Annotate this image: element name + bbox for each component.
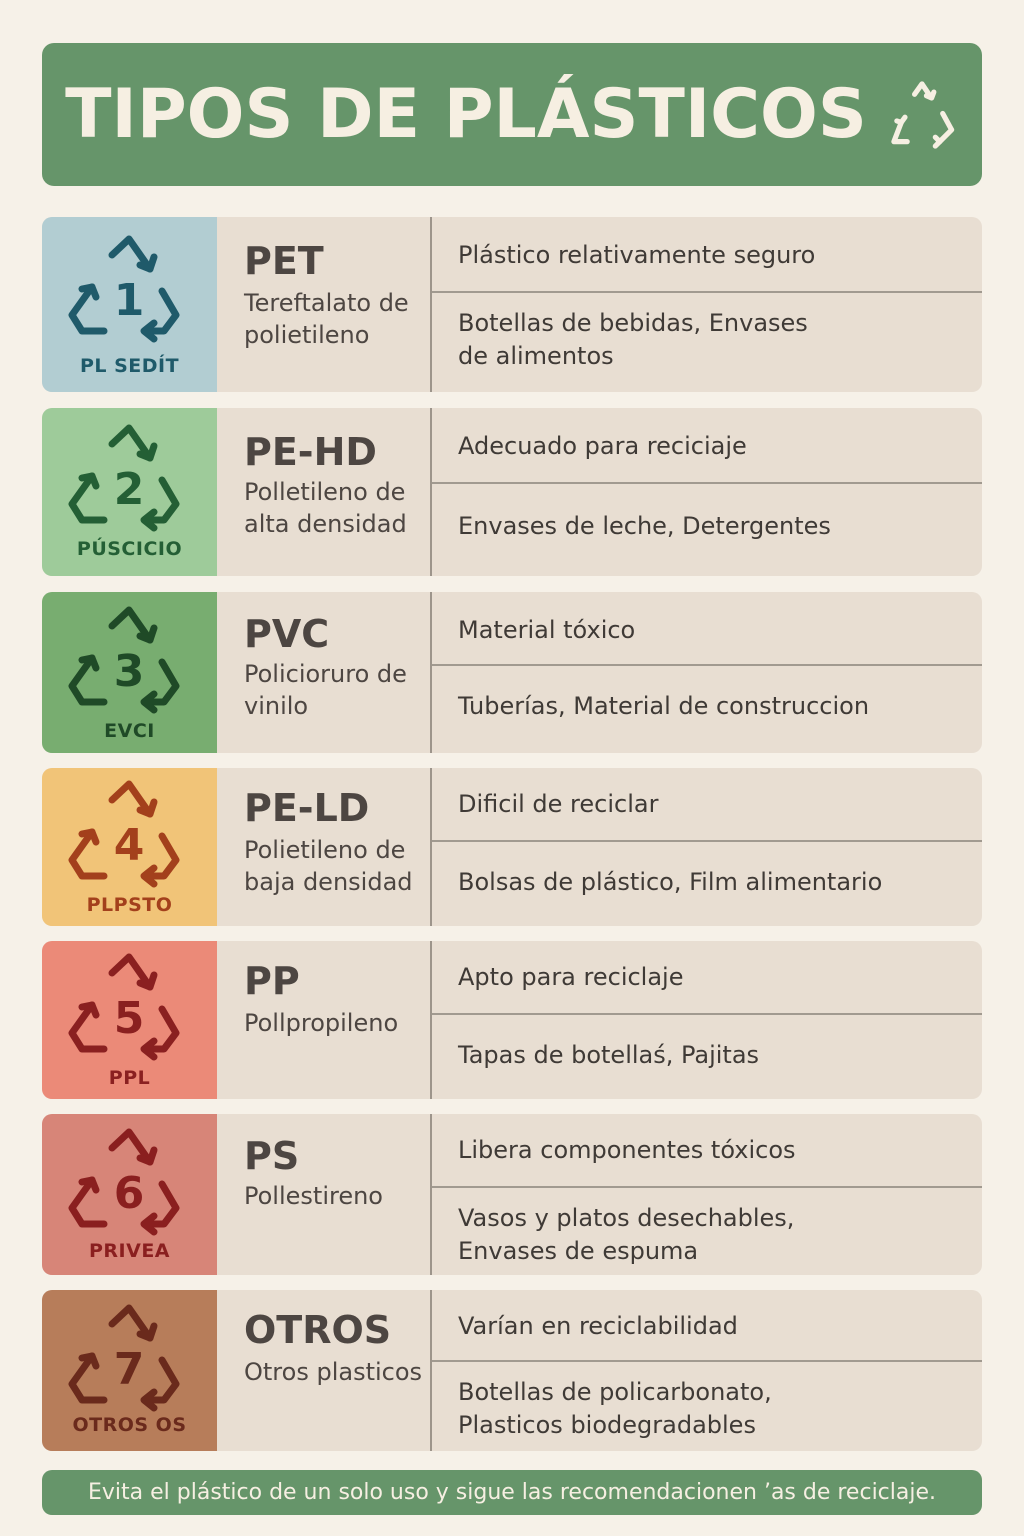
common-uses: Envases de leche, Detergentes <box>458 512 831 540</box>
recyclability-note: Plástico relativamente seguro <box>458 241 816 269</box>
plastic-abbreviation: PP <box>244 959 300 1003</box>
resin-code-label: PÚSCICIO <box>76 538 183 560</box>
plastic-abbreviation: OTROS <box>244 1308 392 1352</box>
common-uses: Botellas de bebidas, Envases de alimento… <box>458 309 808 370</box>
plastic-info-cell: Material tóxico Tuberías, Material de con… <box>432 592 982 753</box>
resin-code-panel: 4 PLPSTO <box>42 768 217 926</box>
resin-code-panel: 5 PPL <box>42 941 217 1099</box>
plastic-name-cell: OTROS Otros plasticos <box>217 1290 432 1451</box>
resin-code-label: PLPSTO <box>86 894 173 916</box>
resin-code-label: PL SEDÍT <box>79 355 180 377</box>
plastic-full-name: Pollestireno <box>244 1182 383 1210</box>
recycle-triangle-icon: 5 <box>68 953 180 1061</box>
footer-tip: Evita el plástico de un solo uso y sigue… <box>42 1470 982 1515</box>
plastic-row: 7 OTROS OS OTROS Otros plasticos Varían en r… <box>42 1290 982 1451</box>
plastic-row: 2 PÚSCICIO PE-HD Polletileno de alta densid… <box>42 408 982 576</box>
recycle-triangle-icon: 4 <box>68 780 180 888</box>
plastic-row: 4 PLPSTO PE-LD Polietileno de baja densidad… <box>42 768 982 926</box>
resin-code-panel: 3 EVCI <box>42 592 217 753</box>
resin-number: 5 <box>114 993 145 1044</box>
plastic-info-cell: Apto para reciclaje Tapas de botellaś, Pa… <box>432 941 982 1099</box>
plastic-name-cell: PET Tereftalato de polietileno <box>217 217 432 392</box>
recyclability-note: Dificil de reciclar <box>458 790 659 818</box>
plastic-row: 6 PRIVEA PS Pollestireno Libera componentes … <box>42 1114 982 1275</box>
title-banner: TIPOS DE PLÁSTICOS <box>42 43 982 186</box>
recyclability-note: Material tóxico <box>458 616 636 644</box>
resin-code-label: EVCI <box>104 720 155 742</box>
common-uses: Vasos y platos desechables, Envases de e… <box>458 1204 795 1265</box>
plastic-name-cell: PE-HD Polletileno de alta densidad <box>217 408 432 576</box>
resin-number: 4 <box>114 820 145 871</box>
plastic-full-name: Otros plasticos <box>244 1358 423 1386</box>
recycle-triangle-icon: 2 <box>68 424 180 532</box>
resin-number: 6 <box>114 1168 145 1219</box>
plastic-info-cell: Varían en reciclabilidad Botellas de poli… <box>432 1290 982 1451</box>
resin-number: 7 <box>114 1344 145 1395</box>
plastic-name-cell: PS Pollestireno <box>217 1114 432 1275</box>
common-uses: Tapas de botellaś, Pajitas <box>458 1041 760 1069</box>
resin-code-label: PRIVEA <box>88 1240 170 1262</box>
resin-code-panel: 7 OTROS OS <box>42 1290 217 1451</box>
plastic-full-name: Policioruro de vinilo <box>244 660 407 720</box>
plastic-info-cell: Plástico relativamente seguro Botellas de… <box>432 217 982 392</box>
resin-code-panel: 2 PÚSCICIO <box>42 408 217 576</box>
recyclability-note: Apto para reciclaje <box>458 963 684 991</box>
common-uses: Bolsas de plástico, Film alimentario <box>458 868 883 896</box>
resin-code-panel: 1 PL SEDÍT <box>42 217 217 392</box>
plastic-full-name: Polletileno de alta densidad <box>244 478 407 538</box>
plastic-abbreviation: PS <box>244 1134 300 1178</box>
common-uses: Botellas de policarbonato, Plasticos bio… <box>458 1378 772 1439</box>
plastic-row: 5 PPL PP Pollpropileno Apto para reciclaje Ta… <box>42 941 982 1099</box>
recyclability-note: Adecuado para reciciaje <box>458 432 747 460</box>
resin-code-panel: 6 PRIVEA <box>42 1114 217 1275</box>
plastic-abbreviation: PET <box>244 239 324 283</box>
plastic-abbreviation: PE-HD <box>244 430 377 474</box>
recycle-triangle-icon: 3 <box>68 606 180 714</box>
plastic-name-cell: PE-LD Polietileno de baja densidad <box>217 768 432 926</box>
plastic-full-name: Pollpropileno <box>244 1009 399 1037</box>
plastic-abbreviation: PE-LD <box>244 786 370 830</box>
plastic-info-cell: Adecuado para reciciaje Envases de leche,… <box>432 408 982 576</box>
recycle-triangle-icon: 7 <box>68 1304 180 1412</box>
plastic-name-cell: PP Pollpropileno <box>217 941 432 1099</box>
plastic-info-cell: Libera componentes tóxicos Vasos y platos… <box>432 1114 982 1275</box>
plastic-full-name: Tereftalato de polietileno <box>244 289 409 349</box>
common-uses: Tuberías, Material de construccion <box>458 692 870 720</box>
plastic-full-name: Polietileno de baja densidad <box>244 836 413 896</box>
resin-code-label: OTROS OS <box>72 1414 187 1436</box>
resin-number: 2 <box>114 464 145 515</box>
resin-number: 1 <box>114 275 145 326</box>
plastic-info-cell: Dificil de reciclar Bolsas de plástico, F… <box>432 768 982 926</box>
plastic-row: 1 PL SEDÍT PET Tereftalato de polietileno Pl… <box>42 217 982 392</box>
recyclability-note: Varían en reciclabilidad <box>458 1312 738 1340</box>
plastic-name-cell: PVC Policioruro de vinilo <box>217 592 432 753</box>
plastic-abbreviation: PVC <box>244 612 330 656</box>
recycle-triangle-icon: 1 <box>68 235 180 343</box>
plastic-row: 3 EVCI PVC Policioruro de vinilo Material tó… <box>42 592 982 753</box>
recycle-icon <box>891 80 955 149</box>
recycle-triangle-icon: 6 <box>68 1128 180 1236</box>
resin-code-label: PPL <box>108 1067 151 1089</box>
resin-number: 3 <box>114 646 145 697</box>
recyclability-note: Libera componentes tóxicos <box>458 1136 796 1164</box>
page-title: TIPOS DE PLÁSTICOS <box>65 75 867 154</box>
